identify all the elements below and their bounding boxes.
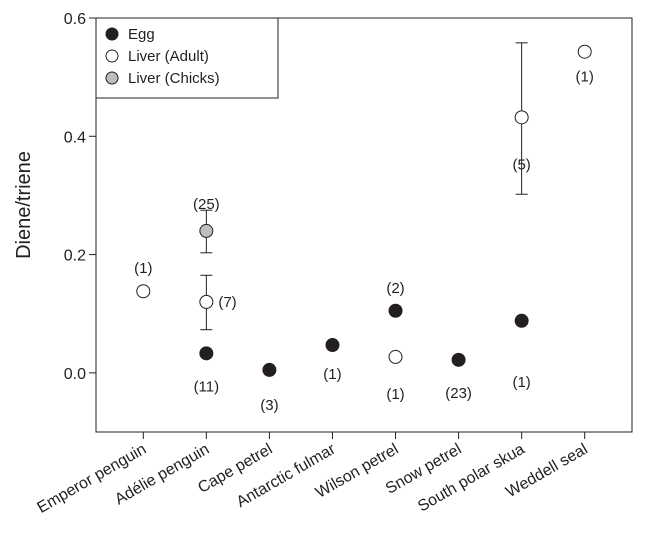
- sample-size-label: (1): [386, 386, 404, 403]
- legend-label: Liver (Chicks): [128, 70, 220, 87]
- data-point: [136, 284, 151, 299]
- legend-marker: [105, 71, 119, 85]
- y-axis-title: Diene/triene: [13, 151, 35, 259]
- sample-size-label: (1): [134, 260, 152, 277]
- data-point: [388, 349, 403, 364]
- sample-size-label: (3): [260, 397, 278, 414]
- legend-label: Liver (Adult): [128, 48, 209, 65]
- data-marks: (11) (3) (1) (2) (23) (1) (1) (7) (1) (5) (1) (25): [134, 42, 594, 414]
- y-tick-label: 0.4: [64, 129, 86, 146]
- sample-size-label: (23): [445, 385, 472, 402]
- y-tick-label: 0.2: [64, 248, 86, 265]
- sample-size-label: (5): [512, 156, 530, 173]
- legend-label: Egg: [128, 26, 155, 43]
- plot-frame: [95, 17, 633, 433]
- legend-marker: [105, 49, 119, 63]
- y-tick-label: 0.0: [64, 366, 86, 383]
- y-tick-label: 0.6: [64, 11, 86, 28]
- data-point: [577, 44, 592, 59]
- data-point: [199, 294, 214, 309]
- data-point: [262, 362, 277, 377]
- legend-marker: [105, 27, 119, 41]
- data-point: [199, 223, 214, 238]
- sample-size-label: (2): [386, 280, 404, 297]
- sample-size-label: (7): [218, 294, 236, 311]
- x-tick-label: South polar skua: [415, 441, 528, 516]
- sample-size-label: (1): [512, 374, 530, 391]
- x-tick-label: Emperor penguin: [34, 441, 149, 517]
- sample-size-label: (11): [194, 378, 220, 395]
- data-point: [451, 352, 466, 367]
- data-point: [199, 346, 214, 361]
- legend: Egg Liver (Adult) Liver (Chicks): [95, 17, 279, 99]
- sample-size-label: (25): [193, 196, 220, 213]
- sample-size-label: (1): [576, 69, 594, 86]
- data-point: [514, 110, 529, 125]
- sample-size-label: (1): [323, 366, 341, 383]
- data-point: [325, 338, 340, 353]
- data-point: [514, 313, 529, 328]
- data-point: [388, 303, 403, 318]
- legend-box: [95, 17, 279, 99]
